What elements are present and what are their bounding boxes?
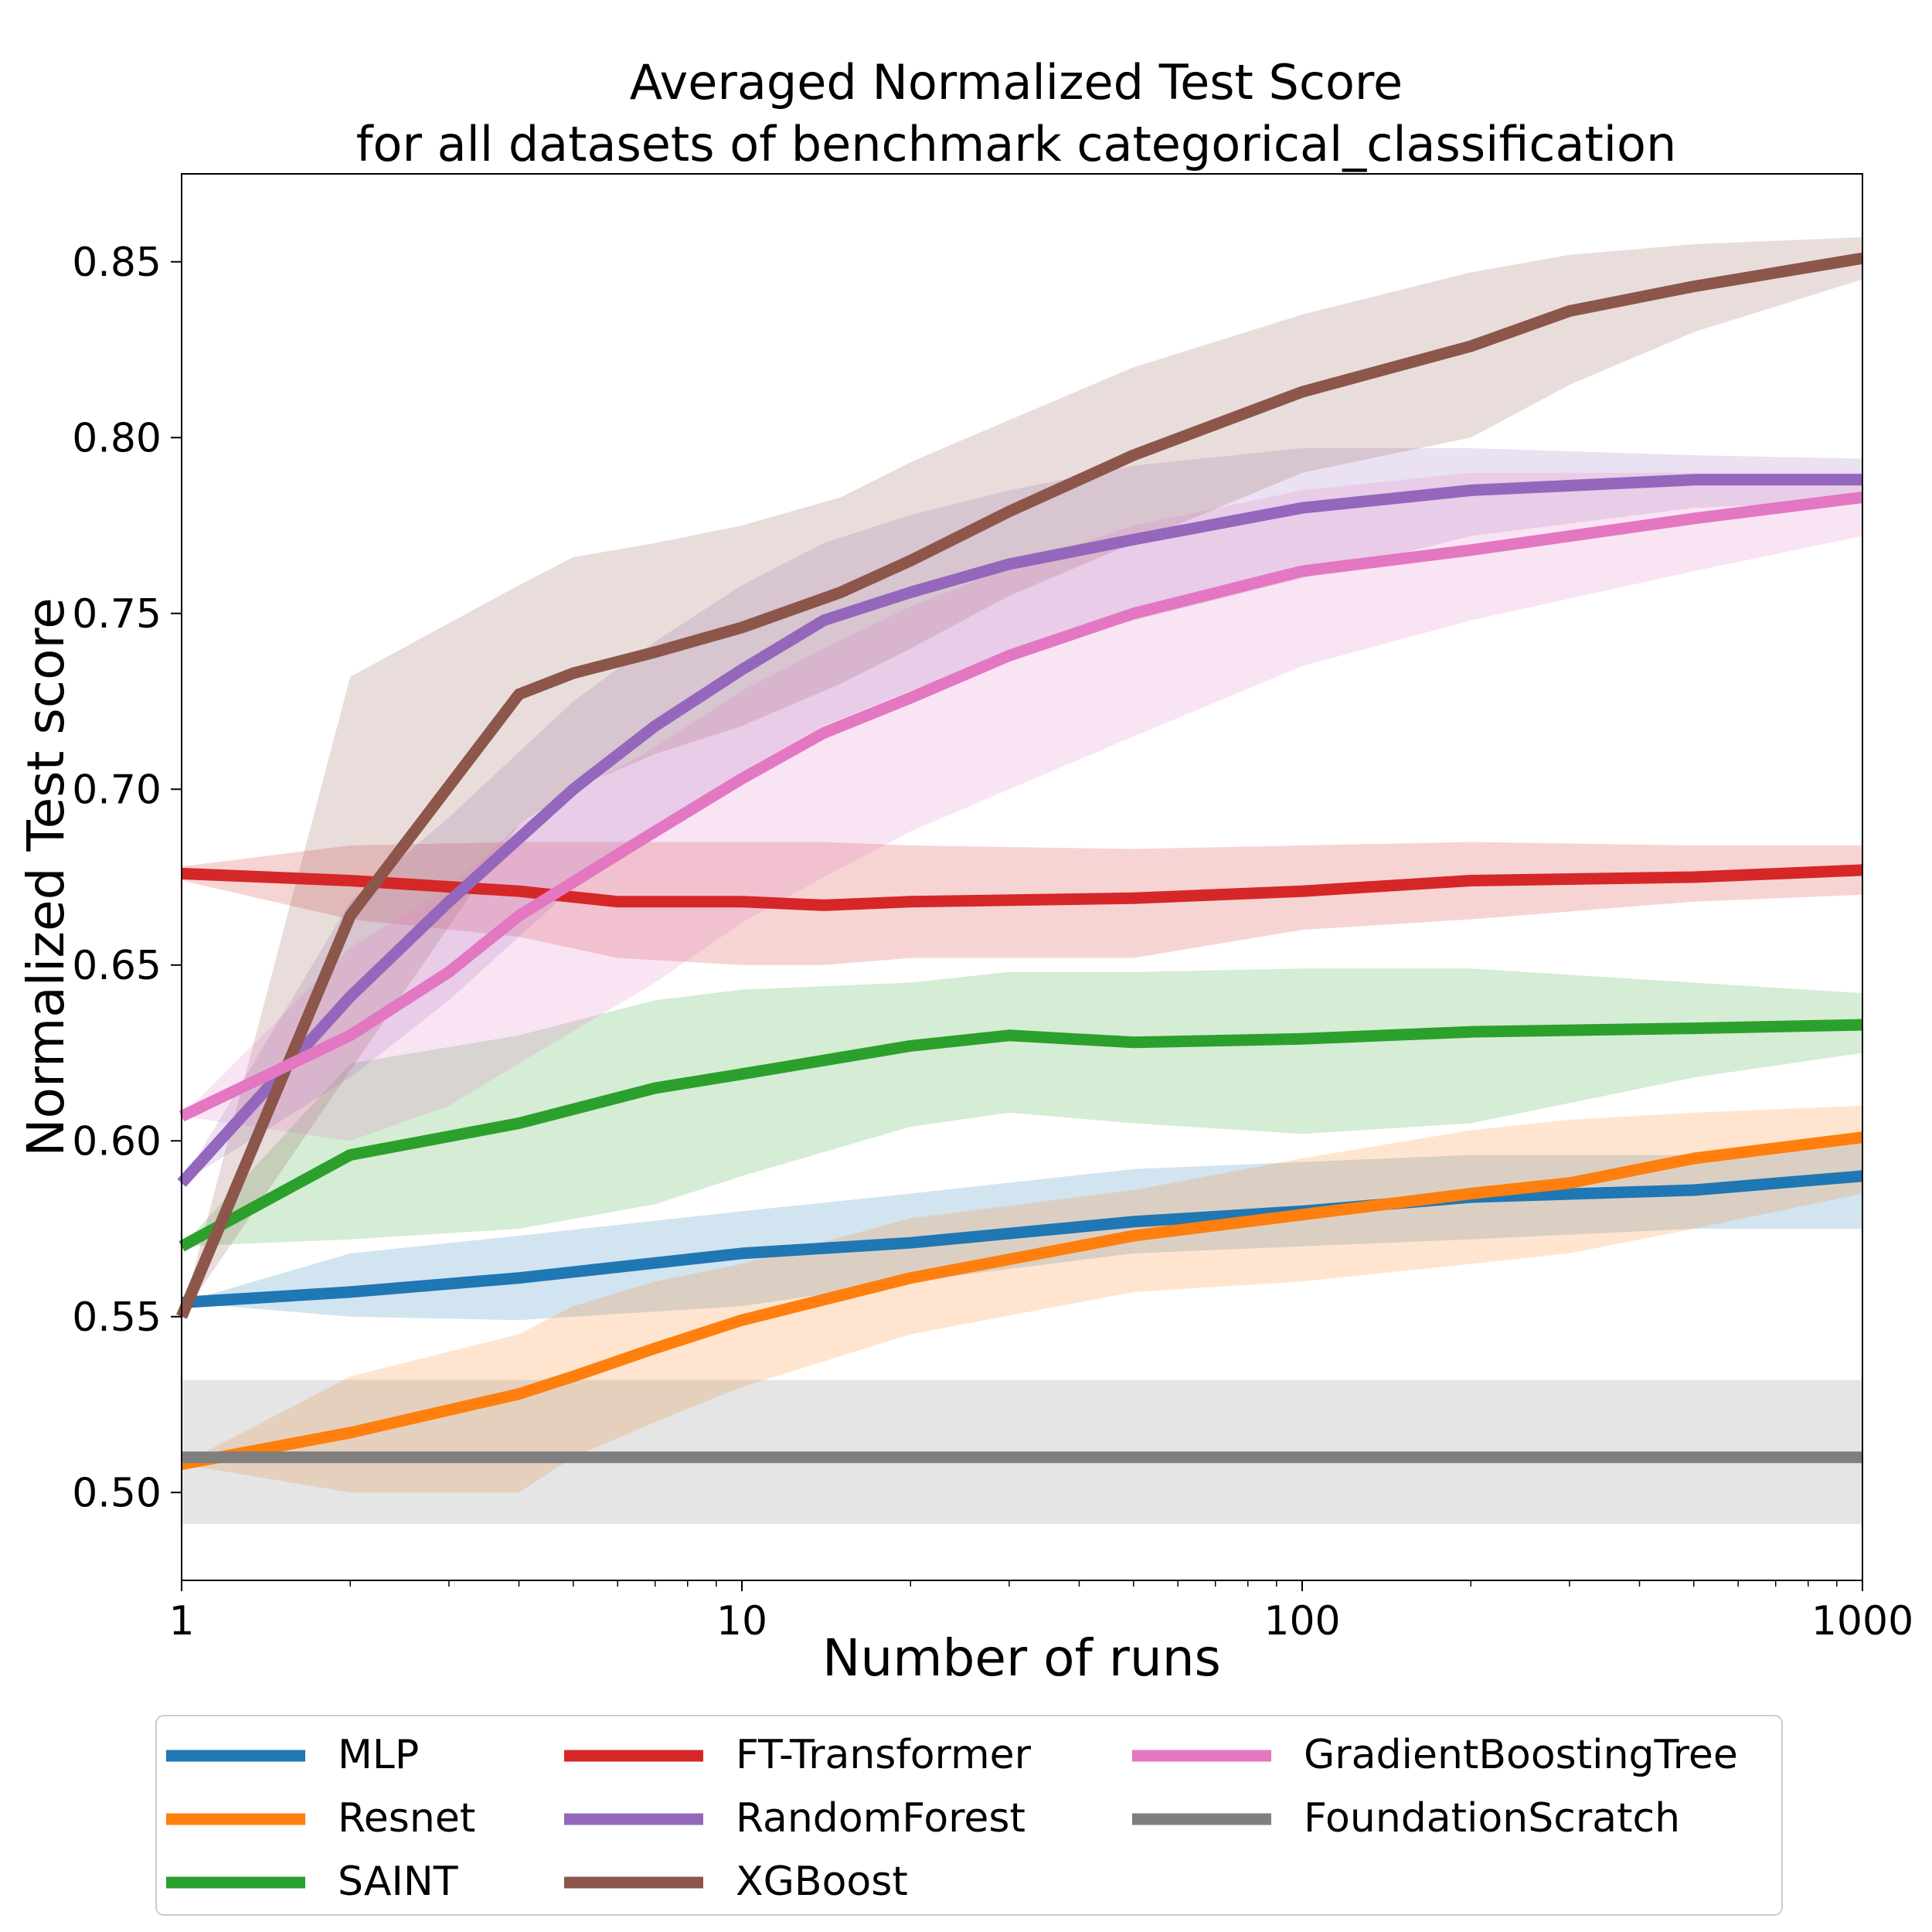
y-tick-label: 0.80 — [72, 415, 162, 461]
resnet-line — [180, 1131, 1863, 1471]
y-axis: 0.50 0.55 0.60 0.65 0.70 0.75 0.80 0.85 — [72, 240, 182, 1516]
x-tick-label: 1000 — [1811, 1598, 1913, 1645]
legend-label-randomforest: RandomForest — [736, 1795, 1026, 1842]
x-axis: 1 10 100 1000 — [168, 1580, 1913, 1645]
randomforest-band — [182, 447, 1862, 1183]
legend-label-xgboost: XGBoost — [736, 1859, 908, 1905]
legend-label-foundationscratch: FoundationScratch — [1304, 1795, 1680, 1842]
x-tick-label: 1 — [168, 1598, 194, 1645]
x-axis-label: Number of runs — [822, 1628, 1221, 1688]
chart-title: Averaged Normalized Test Score — [630, 54, 1403, 111]
xgboost-line — [176, 252, 1864, 1319]
legend-label-gradientboostingtree: GradientBoostingTree — [1304, 1732, 1738, 1778]
y-tick-label: 0.55 — [72, 1294, 162, 1341]
y-tick-label: 0.85 — [72, 240, 162, 286]
xgboost-band — [182, 236, 1862, 1317]
x-tick-label: 10 — [716, 1598, 767, 1645]
mlp-line — [181, 1170, 1863, 1308]
plot-frame — [181, 173, 1863, 1581]
randomforest-line — [177, 474, 1862, 1187]
legend-label-saint: SAINT — [338, 1859, 458, 1905]
ft-transformer-line — [181, 864, 1863, 911]
series-lines — [176, 252, 1864, 1471]
y-tick-label: 0.75 — [72, 591, 162, 638]
legend-frame — [155, 1715, 1783, 1916]
confidence-bands — [182, 236, 1862, 1525]
legend-label-mlp: MLP — [338, 1732, 419, 1778]
x-tick-label: 100 — [1264, 1598, 1340, 1645]
saint-line — [179, 1019, 1863, 1252]
y-axis-label: Normalized Test score — [16, 597, 76, 1157]
chart-subtitle: for all datasets of benchmark categorica… — [356, 116, 1677, 172]
legend-label-resnet: Resnet — [338, 1795, 475, 1842]
legend-label-ft-transformer: FT-Transformer — [736, 1732, 1032, 1778]
y-tick-label: 0.60 — [72, 1118, 162, 1165]
y-tick-label: 0.50 — [72, 1470, 162, 1516]
y-tick-label: 0.65 — [72, 943, 162, 989]
gradientboostingtree-band — [182, 472, 1862, 1141]
legend: MLP Resnet SAINT FT-Transformer RandomForest… — [155, 1715, 1783, 1916]
y-tick-label: 0.70 — [72, 767, 162, 813]
gradientboostingtree-line — [179, 492, 1863, 1122]
